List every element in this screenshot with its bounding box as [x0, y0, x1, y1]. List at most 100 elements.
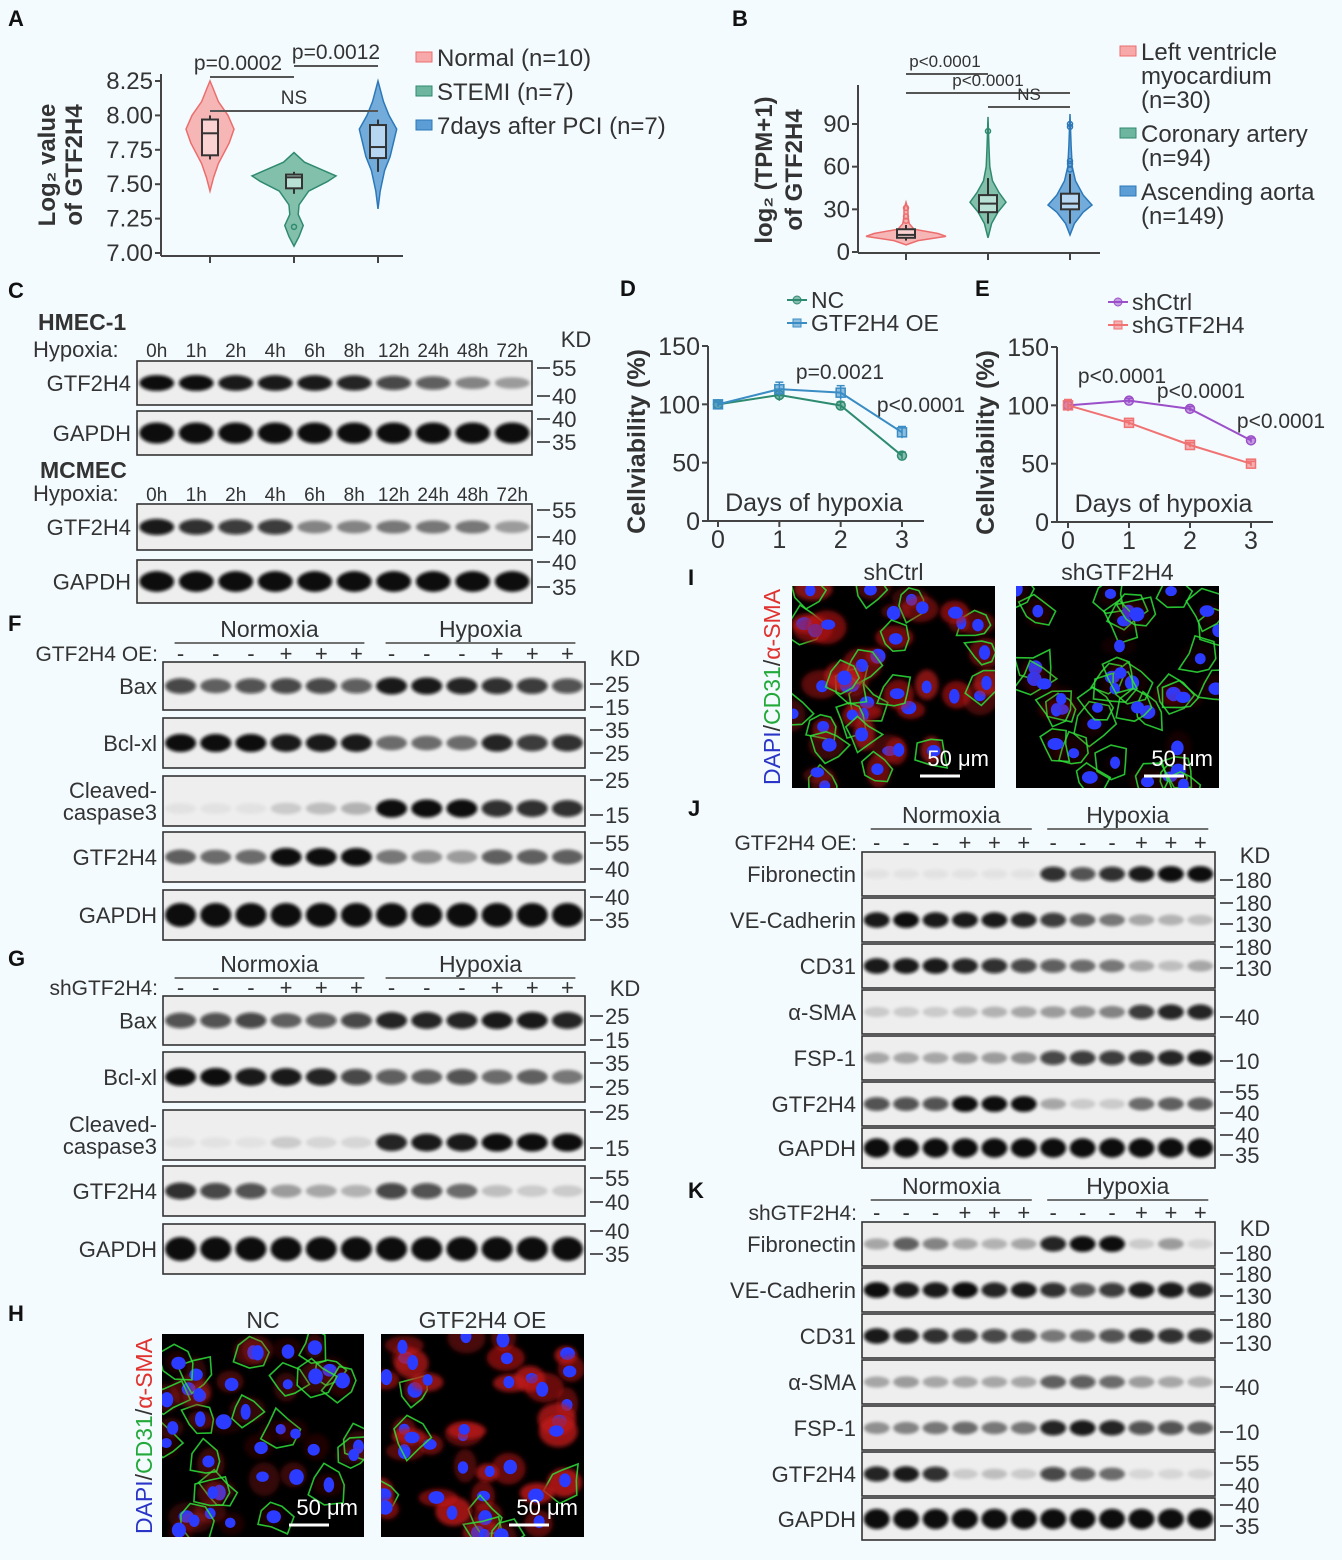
protein-band — [1040, 1236, 1067, 1252]
protein-band — [411, 1012, 443, 1029]
protein-band — [1069, 913, 1096, 927]
protein-band — [297, 520, 333, 534]
legend-marker — [792, 318, 802, 328]
protein-band — [1157, 1282, 1184, 1298]
protein-band — [1010, 1238, 1037, 1250]
dapi-nucleus — [428, 1491, 445, 1504]
protein-band — [1040, 959, 1067, 973]
stain-label: DAPI — [759, 731, 785, 785]
series-line — [1067, 399, 1252, 442]
stain-legend: DAPI/CD31/α-SMA — [131, 1337, 157, 1534]
blot-row: GTF2H4 — [47, 360, 533, 406]
protein-band — [1157, 866, 1184, 882]
dapi-nucleus — [792, 708, 799, 719]
blot-membrane — [861, 943, 1216, 989]
protein-band — [411, 850, 443, 864]
blot-row: GAPDH — [778, 1497, 1216, 1541]
blot-membrane — [861, 1405, 1216, 1451]
panel-letter-a: A — [8, 6, 24, 31]
cd31-signal — [1134, 762, 1169, 788]
protein-band — [952, 1052, 978, 1064]
lane-header-label: Hypoxia: — [33, 481, 119, 506]
panel-letter-b: B — [732, 6, 748, 31]
protein-label: GTF2H4 — [73, 845, 157, 870]
scale-bar-label: 50 μm — [927, 746, 989, 771]
mw-marker-label: 180 — [1235, 935, 1272, 960]
panel-letter-h: H — [8, 1301, 24, 1326]
cd31-signal — [259, 1406, 302, 1449]
dapi-nucleus — [224, 1517, 236, 1529]
protein-band — [1187, 1421, 1214, 1435]
blot-row: GTF2H4 — [47, 503, 533, 551]
protein-band — [922, 1006, 949, 1018]
dapi-nucleus — [893, 743, 905, 757]
stain-label: CD31 — [759, 666, 785, 725]
blot-membrane — [861, 1127, 1216, 1169]
mw-marker-label: 40 — [605, 1219, 629, 1244]
protein-band — [1069, 867, 1096, 881]
protein-band — [516, 903, 548, 927]
y-axis-label: Cellviability (%) — [972, 350, 1000, 535]
dapi-nucleus — [1109, 756, 1121, 769]
mw-marker-label: 40 — [1235, 1101, 1259, 1126]
protein-band — [893, 912, 920, 928]
lane-label: 2h — [225, 341, 246, 362]
dapi-nucleus — [837, 670, 852, 686]
protein-band — [922, 1421, 949, 1435]
mw-marker-label: 25 — [605, 1075, 629, 1100]
mw-marker-label: 10 — [1235, 1049, 1259, 1074]
treatment-sign: + — [1017, 830, 1030, 855]
protein-band — [305, 1012, 337, 1029]
protein-band — [922, 912, 949, 928]
fluorescence-image: GTF2H4 OE 50 μm — [381, 1307, 584, 1537]
treatment-sign: - — [388, 975, 395, 1000]
p-value-annotation: p<0.0001 — [877, 394, 965, 417]
cd31-signal — [848, 680, 889, 722]
dapi-nucleus — [381, 1369, 393, 1386]
mw-marker-label: 15 — [605, 695, 629, 720]
dapi-nucleus — [562, 1365, 577, 1378]
blot-membrane — [861, 989, 1216, 1035]
protein-band — [551, 1133, 583, 1152]
protein-band — [218, 571, 254, 592]
cd31-signal — [914, 738, 949, 769]
dapi-nucleus — [871, 763, 884, 775]
protein-band — [952, 1096, 978, 1112]
stain-label: / — [131, 1408, 157, 1415]
blot-row: Bax — [119, 661, 586, 711]
protein-band — [551, 1012, 583, 1029]
lane-label: 1h — [186, 341, 207, 362]
protein-band — [1010, 1421, 1037, 1435]
treatment-sign: - — [1108, 830, 1115, 855]
fluorescence-image: shGTF2H4 50 μm — [1016, 559, 1219, 788]
protein-band — [1099, 1005, 1125, 1019]
protein-band — [446, 850, 478, 864]
protein-band — [1157, 1469, 1184, 1479]
protein-band — [922, 1052, 949, 1064]
y-tick-label: 150 — [658, 333, 700, 361]
mw-marker-label: 40 — [605, 1190, 629, 1215]
mw-marker-label: 35 — [552, 430, 576, 455]
treatment-sign: + — [1017, 1200, 1030, 1225]
legend-swatch — [415, 119, 433, 131]
protein-band — [446, 735, 478, 751]
lane-label: 1h — [186, 485, 207, 506]
y-axis-label: Log₂ value — [34, 104, 61, 227]
protein-band — [1157, 1004, 1184, 1020]
image-title: NC — [246, 1307, 279, 1333]
protein-band — [551, 1185, 583, 1197]
stain-label: α-SMA — [131, 1337, 157, 1408]
blot-row: GTF2H4 — [73, 1165, 586, 1217]
protein-band — [1010, 1006, 1037, 1018]
lane-label: 0h — [146, 341, 167, 362]
protein-band — [922, 1376, 949, 1388]
mw-marker-label: 55 — [605, 1166, 629, 1191]
blot-membrane — [162, 1223, 586, 1275]
protein-band — [235, 1237, 267, 1261]
dapi-nucleus — [805, 586, 816, 597]
y-tick-label: 50 — [672, 450, 700, 478]
violin-chart-B: 0 30 60 90 log₂ (TPM+1) of GTF2H4 p<0.0001p<0.… — [751, 39, 1315, 266]
protein-band — [1128, 1097, 1155, 1111]
cd31-signal — [964, 669, 995, 707]
protein-band — [305, 903, 337, 927]
